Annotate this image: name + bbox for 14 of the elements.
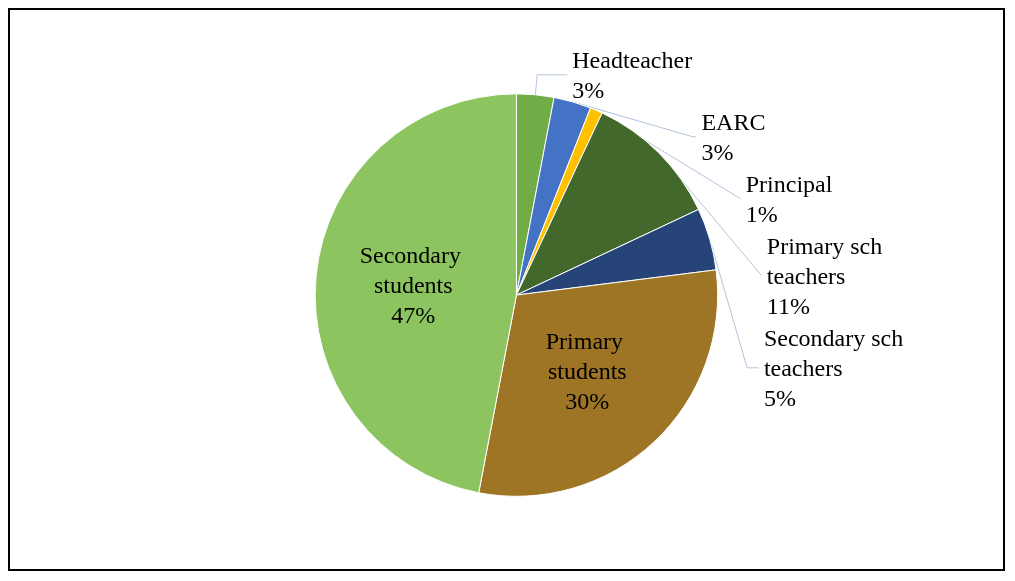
data-label: 47% <box>391 302 436 329</box>
data-label: 5% <box>763 384 796 411</box>
data-label: 11% <box>766 292 810 319</box>
slice-label: Headteacher <box>572 46 693 73</box>
data-label: 3% <box>572 76 605 103</box>
data-label: 1% <box>745 200 778 227</box>
data-label: 30% <box>565 387 610 414</box>
slice-label: Primary sch teachers <box>766 232 889 289</box>
slice-label: Principal <box>745 170 833 197</box>
slice-label: Primary students <box>545 327 630 384</box>
slice-label: Secondary students <box>359 242 467 299</box>
slice-label: Secondary sch teachers <box>763 324 910 381</box>
data-label: 3% <box>701 138 734 165</box>
slice-label: EARC <box>701 108 766 135</box>
